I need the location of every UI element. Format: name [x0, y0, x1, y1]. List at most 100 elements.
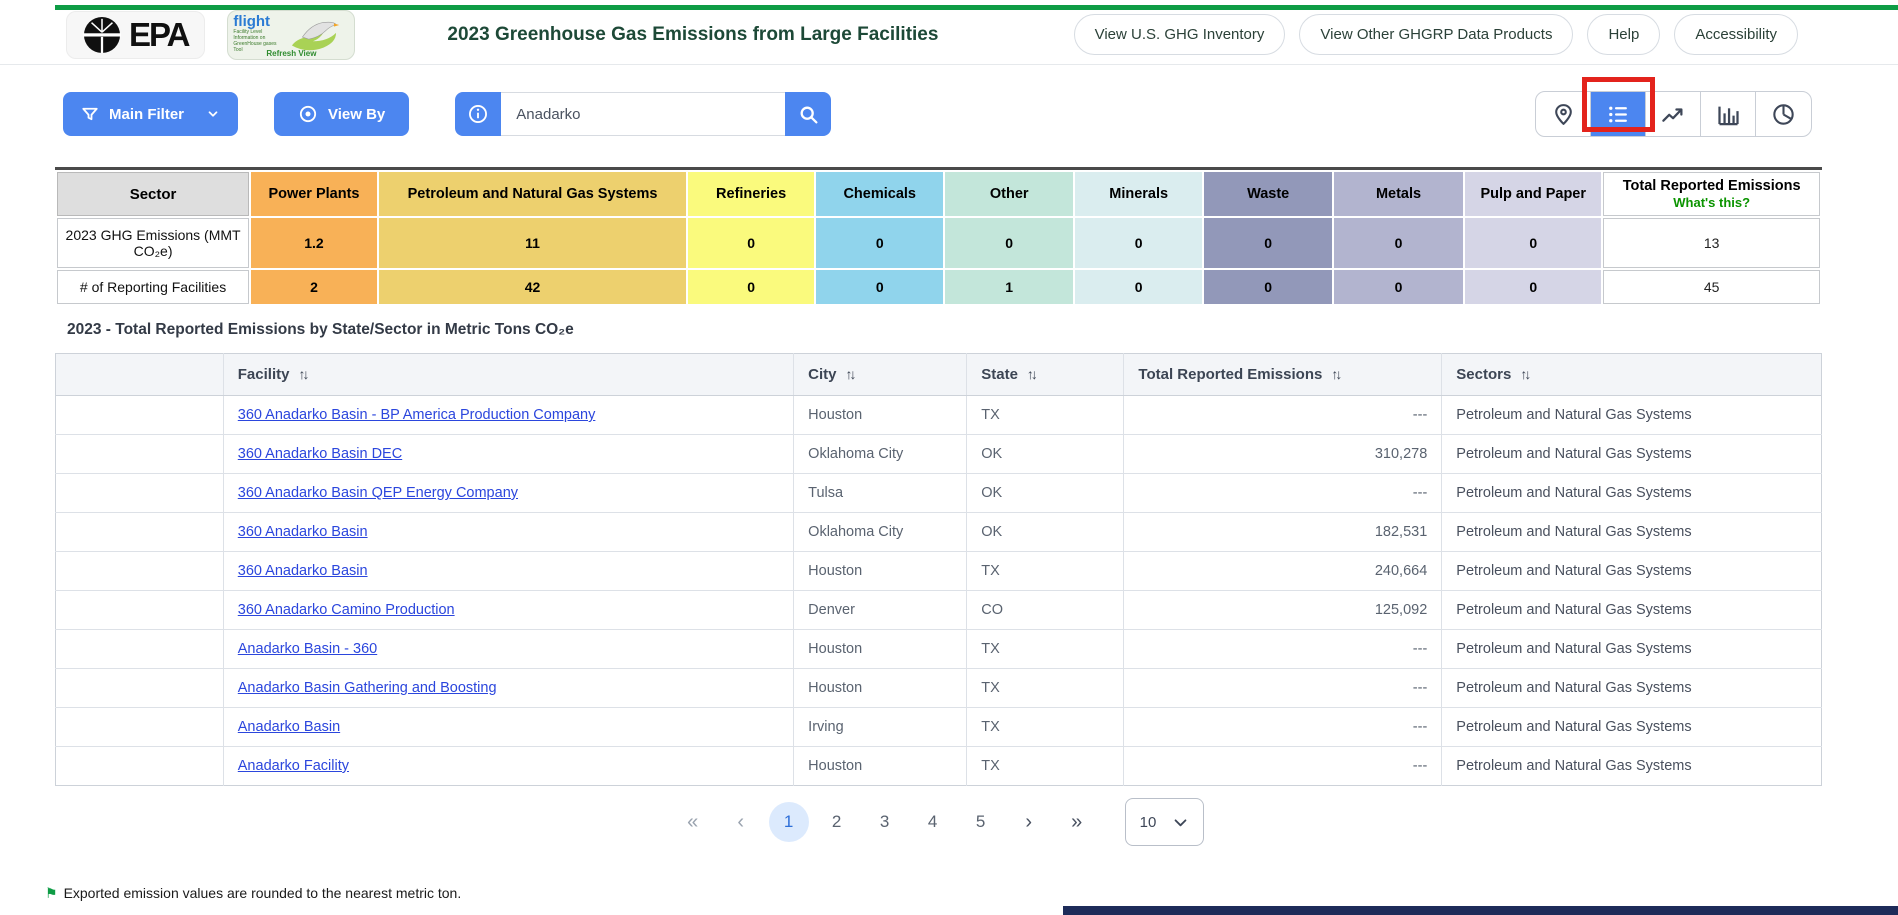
page-size-select[interactable]: 10 [1125, 798, 1205, 846]
sector-col-chemicals: Chemicals [816, 172, 943, 216]
search-icon [798, 104, 819, 125]
page-5-button[interactable]: 5 [961, 802, 1001, 842]
sectors-cell: Petroleum and Natural Gas Systems [1442, 669, 1822, 708]
sector-value-cell: 2 [251, 270, 377, 304]
facility-row: 360 Anadarko BasinHoustonTX240,664Petrol… [56, 552, 1822, 591]
state-cell: TX [967, 708, 1124, 747]
pie-view-button[interactable] [1756, 92, 1811, 136]
sector-value-cell: 1.2 [251, 218, 377, 268]
sectors-cell: Petroleum and Natural Gas Systems [1442, 552, 1822, 591]
page-prev-button[interactable]: ‹ [721, 802, 761, 842]
page-4-button[interactable]: 4 [913, 802, 953, 842]
col-label: Sectors [1456, 366, 1511, 383]
facility-header-row: Facility↑↓City↑↓State↑↓Total Reported Em… [56, 354, 1822, 396]
search-input[interactable] [501, 92, 785, 136]
pagination: «‹12345›» 10 [55, 798, 1822, 846]
sector-table-head: SectorPower PlantsPetroleum and Natural … [57, 172, 1820, 216]
city-cell: Houston [794, 747, 967, 786]
refresh-view-link[interactable]: Refresh View [266, 49, 316, 58]
facility-link[interactable]: 360 Anadarko Basin [238, 563, 368, 579]
bottom-navy-bar [1063, 906, 1898, 915]
facility-link[interactable]: 360 Anadarko Camino Production [238, 602, 455, 618]
facility-link[interactable]: 360 Anadarko Basin DEC [238, 446, 402, 462]
facility-col-total-reported-emissions[interactable]: Total Reported Emissions ↑↓ [1124, 354, 1442, 396]
page-1-button[interactable]: 1 [769, 802, 809, 842]
row-spacer-cell [56, 591, 224, 630]
sector-col-minerals: Minerals [1075, 172, 1202, 216]
facility-row: 360 Anadarko Basin QEP Energy CompanyTul… [56, 474, 1822, 513]
facility-col-sectors[interactable]: Sectors ↑↓ [1442, 354, 1822, 396]
page-first-button[interactable]: « [673, 802, 713, 842]
sector-header-row: SectorPower PlantsPetroleum and Natural … [57, 172, 1820, 216]
export-footnote: ⚑ Exported emission values are rounded t… [45, 885, 461, 901]
facility-link[interactable]: Anadarko Facility [238, 758, 349, 774]
flag-icon: ⚑ [45, 886, 58, 900]
search-button[interactable] [785, 92, 831, 136]
sector-total-cell: 45 [1603, 270, 1820, 304]
city-cell: Houston [794, 630, 967, 669]
sector-table-body: 2023 GHG Emissions (MMT CO₂e)1.211000000… [57, 218, 1820, 304]
bar-view-button[interactable] [1701, 92, 1756, 136]
row-spacer-cell [56, 435, 224, 474]
city-cell: Oklahoma City [794, 513, 967, 552]
view-switcher [1535, 91, 1812, 137]
sector-value-cell: 42 [379, 270, 686, 304]
nav-help-button[interactable]: Help [1587, 14, 1660, 55]
facility-link[interactable]: 360 Anadarko Basin QEP Energy Company [238, 485, 518, 501]
page-3-button[interactable]: 3 [865, 802, 905, 842]
view-by-button[interactable]: View By [274, 92, 409, 136]
sector-value-cell: 0 [816, 218, 943, 268]
sector-value-cell: 0 [945, 218, 1072, 268]
sector-total-cell: 13 [1603, 218, 1820, 268]
list-view-button[interactable] [1591, 92, 1646, 136]
nav-view-u-s-ghg-inventory-button[interactable]: View U.S. GHG Inventory [1074, 14, 1286, 55]
sort-icon[interactable]: ↑↓ [846, 366, 854, 382]
page-last-button[interactable]: » [1057, 802, 1097, 842]
facility-col-facility[interactable]: Facility↑↓ [223, 354, 793, 396]
state-cell: OK [967, 474, 1124, 513]
facility-link[interactable]: 360 Anadarko Basin [238, 524, 368, 540]
epa-logo[interactable]: EPA [66, 11, 205, 59]
sector-value-cell: 0 [1075, 218, 1202, 268]
facility-table-subtitle: 2023 - Total Reported Emissions by State… [67, 321, 1822, 339]
footnote-text: Exported emission values are rounded to … [64, 885, 462, 901]
col-label: Total Reported Emissions [1138, 366, 1322, 383]
sort-icon[interactable]: ↑↓ [1520, 366, 1528, 382]
sector-value-cell: 0 [1465, 218, 1601, 268]
facility-row: Anadarko BasinIrvingTX---Petroleum and N… [56, 708, 1822, 747]
nav-view-other-ghgrp-data-products-button[interactable]: View Other GHGRP Data Products [1299, 14, 1573, 55]
sort-icon[interactable]: ↑↓ [1331, 366, 1339, 382]
facility-row: 360 Anadarko BasinOklahoma CityOK182,531… [56, 513, 1822, 552]
facility-cell: 360 Anadarko Basin QEP Energy Company [223, 474, 793, 513]
col-label: City [808, 366, 836, 383]
row-spacer-cell [56, 747, 224, 786]
sector-summary-table: SectorPower PlantsPetroleum and Natural … [55, 167, 1822, 306]
sort-icon[interactable]: ↑↓ [1027, 366, 1035, 382]
facility-link[interactable]: Anadarko Basin [238, 719, 340, 735]
facility-link[interactable]: Anadarko Basin Gathering and Boosting [238, 680, 497, 696]
search-info-button[interactable] [455, 92, 501, 136]
trend-view-button[interactable] [1646, 92, 1701, 136]
facility-col-state[interactable]: State↑↓ [967, 354, 1124, 396]
sort-icon[interactable]: ↑↓ [298, 366, 306, 382]
row-spacer-cell [56, 474, 224, 513]
emissions-cell: 125,092 [1124, 591, 1442, 630]
state-cell: TX [967, 669, 1124, 708]
facility-link[interactable]: Anadarko Basin - 360 [238, 641, 377, 657]
page-2-button[interactable]: 2 [817, 802, 857, 842]
page-next-button[interactable]: › [1009, 802, 1049, 842]
facility-row: Anadarko Basin Gathering and BoostingHou… [56, 669, 1822, 708]
whats-this-link[interactable]: What's this? [1608, 195, 1815, 210]
nav-accessibility-button[interactable]: Accessibility [1674, 14, 1798, 55]
facility-row: 360 Anadarko Basin DECOklahoma CityOK310… [56, 435, 1822, 474]
map-view-button[interactable] [1536, 92, 1591, 136]
facility-link[interactable]: 360 Anadarko Basin - BP America Producti… [238, 407, 596, 423]
main-filter-button[interactable]: Main Filter [63, 92, 238, 136]
epa-seal-icon [83, 16, 121, 54]
flight-logo[interactable]: flight Facility Level Information on Gre… [227, 10, 355, 60]
facility-col-city[interactable]: City ↑↓ [794, 354, 967, 396]
facility-cell: Anadarko Basin [223, 708, 793, 747]
pagination-pages: «‹12345›» [673, 802, 1097, 842]
sectors-cell: Petroleum and Natural Gas Systems [1442, 747, 1822, 786]
sector-value-cell: 0 [1334, 218, 1463, 268]
